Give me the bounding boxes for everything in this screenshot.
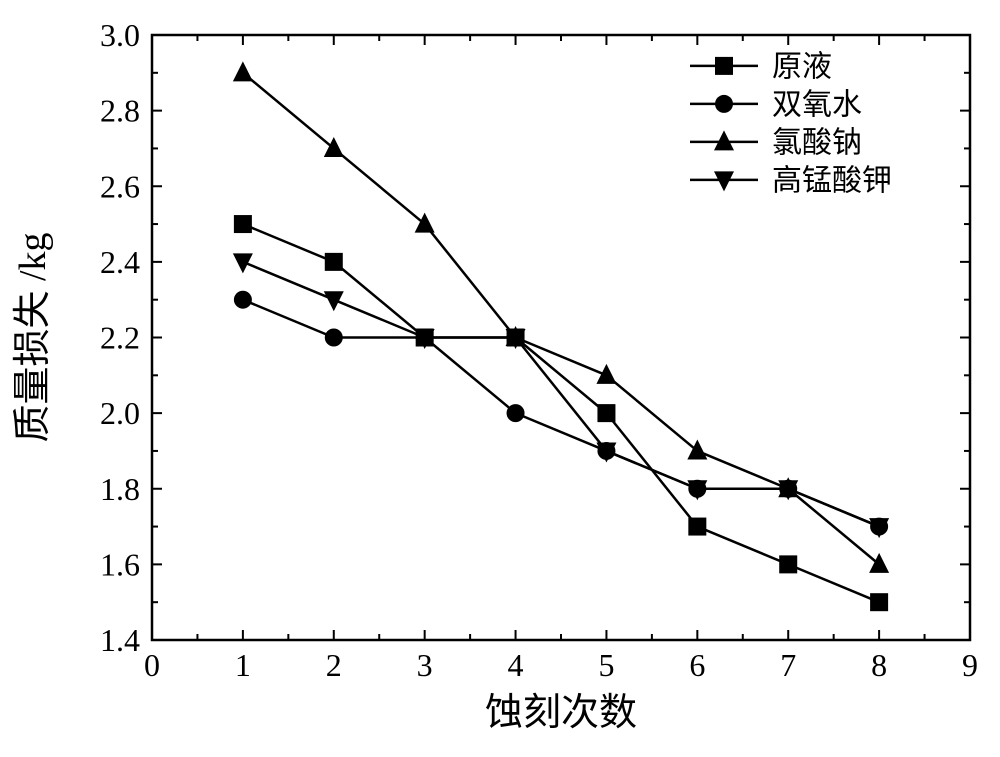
svg-text:0: 0 — [144, 647, 160, 683]
svg-text:氯酸钠: 氯酸钠 — [772, 126, 862, 159]
svg-text:6: 6 — [689, 647, 705, 683]
svg-text:2.4: 2.4 — [100, 244, 140, 280]
svg-text:5: 5 — [598, 647, 614, 683]
svg-text:1: 1 — [235, 647, 251, 683]
svg-text:2: 2 — [326, 647, 342, 683]
svg-text:1.6: 1.6 — [100, 546, 140, 582]
svg-text:原液: 原液 — [772, 50, 832, 83]
svg-text:3.0: 3.0 — [100, 17, 140, 53]
svg-text:蚀刻次数: 蚀刻次数 — [485, 692, 637, 734]
svg-text:2.6: 2.6 — [100, 168, 140, 204]
svg-text:4: 4 — [508, 647, 524, 683]
svg-text:3: 3 — [417, 647, 433, 683]
svg-text:9: 9 — [962, 647, 978, 683]
svg-text:双氧水: 双氧水 — [772, 88, 862, 121]
svg-text:1.8: 1.8 — [100, 471, 140, 507]
svg-text:2.0: 2.0 — [100, 395, 140, 431]
svg-text:7: 7 — [780, 647, 796, 683]
svg-text:2.2: 2.2 — [100, 320, 140, 356]
svg-text:2.8: 2.8 — [100, 93, 140, 129]
svg-text:高锰酸钾: 高锰酸钾 — [772, 164, 892, 197]
svg-text:质量损失 /kg: 质量损失 /kg — [12, 232, 54, 442]
svg-text:1.4: 1.4 — [100, 622, 140, 658]
chart-container: 0 1 2 3 4 5 6 7 8 9 1.4 1.6 1.8 2.0 2.2 2.4 2.6 2.8 3.0 蚀刻次… — [0, 0, 1000, 757]
mass-loss-chart: 0 1 2 3 4 5 6 7 8 9 1.4 1.6 1.8 2.0 2.2 2.4 2.6 2.8 3.0 蚀刻次… — [0, 0, 1000, 757]
svg-text:8: 8 — [871, 647, 887, 683]
